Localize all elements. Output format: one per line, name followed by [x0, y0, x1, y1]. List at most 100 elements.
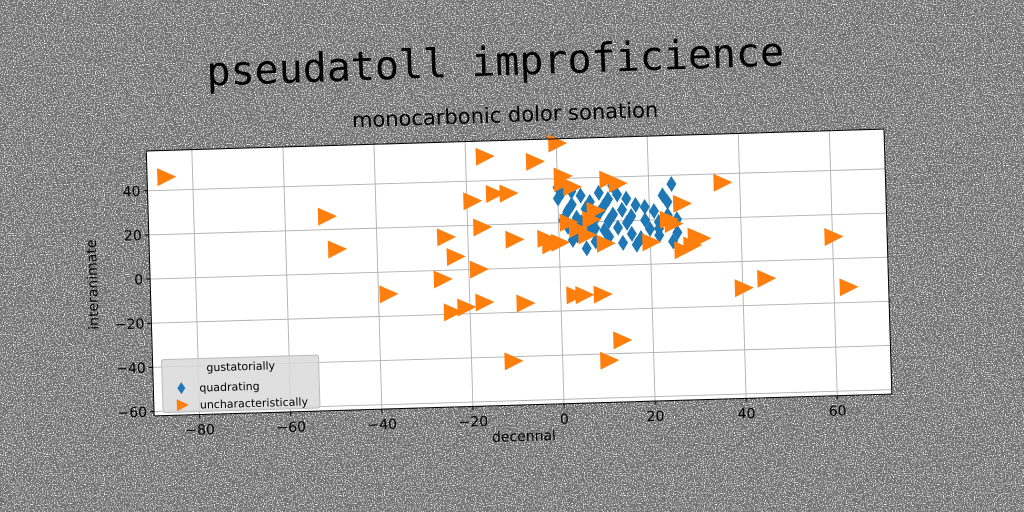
grid-line-x — [373, 144, 383, 410]
point-uncharacteristically — [504, 352, 524, 371]
point-uncharacteristically — [562, 178, 583, 197]
x-tick-label: −20 — [458, 414, 488, 431]
point-quadrating — [566, 196, 577, 213]
point-uncharacteristically — [593, 285, 613, 304]
point-uncharacteristically — [436, 228, 457, 247]
point-uncharacteristically — [446, 248, 466, 266]
point-quadrating — [631, 236, 642, 253]
point-uncharacteristically — [475, 147, 495, 166]
point-uncharacteristically — [608, 174, 628, 193]
point-uncharacteristically — [317, 207, 337, 226]
point-uncharacteristically — [596, 234, 616, 253]
x-tick-labels: −80 −60 −40 −20 0 20 40 60 — [185, 395, 847, 439]
legend-marker-quadrating — [177, 382, 186, 395]
point-quadrating — [608, 206, 619, 223]
point-quadrating — [612, 186, 623, 203]
y-tick-label: 20 — [124, 228, 142, 245]
grid-line-x — [464, 141, 474, 407]
grid-line-y — [150, 256, 888, 280]
point-uncharacteristically — [525, 152, 546, 171]
grid-line-y — [151, 300, 890, 324]
x-tick-label: −40 — [367, 417, 397, 434]
point-quadrating — [672, 224, 683, 241]
grid-line-x — [646, 136, 656, 402]
x-tick-label: 20 — [646, 409, 664, 426]
point-uncharacteristically — [550, 233, 571, 252]
point-uncharacteristically — [642, 233, 662, 252]
legend-label-uncharacteristically: uncharacteristically — [200, 395, 309, 411]
point-uncharacteristically — [575, 286, 595, 305]
grid-line-x — [737, 133, 747, 399]
plot-area: −80 −60 −40 −20 0 20 40 60 −60 −40 −20 0 20 40 decen… — [84, 128, 893, 446]
point-quadrating — [603, 191, 614, 208]
grid-line-y — [148, 212, 887, 236]
legend: gustatorially quadrating uncharacteristi… — [161, 354, 321, 414]
x-tick-label: 0 — [560, 412, 569, 428]
point-quadrating — [562, 203, 573, 220]
point-uncharacteristically — [485, 184, 505, 203]
point-uncharacteristically — [713, 173, 733, 192]
point-uncharacteristically — [664, 215, 684, 234]
point-quadrating — [662, 193, 673, 210]
point-quadrating — [590, 220, 601, 237]
x-tick-label: 40 — [737, 406, 755, 423]
point-quadrating — [581, 240, 592, 257]
point-quadrating — [552, 190, 563, 207]
grid-line-x — [828, 130, 838, 396]
point-uncharacteristically — [824, 227, 844, 246]
point-uncharacteristically — [600, 351, 620, 370]
y-tick-labels: −60 −40 −20 0 20 40 — [115, 184, 155, 422]
point-uncharacteristically — [757, 269, 777, 288]
legend-label-quadrating: quadrating — [199, 380, 260, 395]
point-uncharacteristically — [578, 226, 598, 245]
series-uncharacteristically — [157, 134, 859, 371]
grid-line-y — [147, 168, 886, 192]
point-uncharacteristically — [457, 298, 477, 317]
point-quadrating — [593, 184, 604, 201]
point-uncharacteristically — [443, 303, 463, 322]
y-tick-label: −40 — [116, 361, 146, 378]
point-uncharacteristically — [327, 240, 348, 259]
point-quadrating — [654, 220, 665, 237]
point-quadrating — [626, 208, 637, 225]
point-quadrating — [644, 220, 655, 237]
legend-title: gustatorially — [206, 359, 276, 374]
point-uncharacteristically — [499, 184, 519, 203]
y-axis-label: interanimate — [84, 239, 103, 330]
point-uncharacteristically — [692, 229, 712, 248]
point-quadrating — [621, 214, 632, 231]
point-uncharacteristically — [505, 230, 525, 249]
point-quadrating — [648, 203, 659, 220]
point-quadrating — [604, 228, 615, 245]
point-quadrating — [575, 187, 586, 204]
axes-background — [146, 129, 892, 416]
point-uncharacteristically — [516, 294, 536, 313]
point-quadrating — [621, 190, 632, 207]
y-tick-label: 40 — [122, 184, 140, 201]
point-quadrating — [603, 213, 614, 230]
point-quadrating — [618, 234, 629, 251]
point-uncharacteristically — [475, 293, 495, 312]
y-tick-label: 0 — [134, 272, 143, 288]
point-uncharacteristically — [839, 278, 859, 297]
point-uncharacteristically — [613, 331, 633, 350]
legend-marker-uncharacteristically — [176, 399, 189, 412]
point-uncharacteristically — [586, 201, 606, 220]
point-uncharacteristically — [469, 260, 489, 279]
x-tick-label: 60 — [829, 403, 847, 420]
point-uncharacteristically — [157, 168, 177, 187]
point-uncharacteristically — [379, 285, 399, 304]
x-tick-label: −60 — [276, 419, 306, 436]
point-uncharacteristically — [433, 270, 453, 289]
point-uncharacteristically — [734, 279, 754, 298]
point-quadrating — [639, 198, 650, 215]
point-quadrating — [626, 225, 637, 242]
x-tick-label: −80 — [185, 422, 215, 439]
point-quadrating — [598, 197, 609, 214]
point-quadrating — [630, 197, 641, 213]
point-quadrating — [640, 212, 651, 229]
point-uncharacteristically — [672, 194, 693, 213]
point-uncharacteristically — [463, 192, 483, 211]
